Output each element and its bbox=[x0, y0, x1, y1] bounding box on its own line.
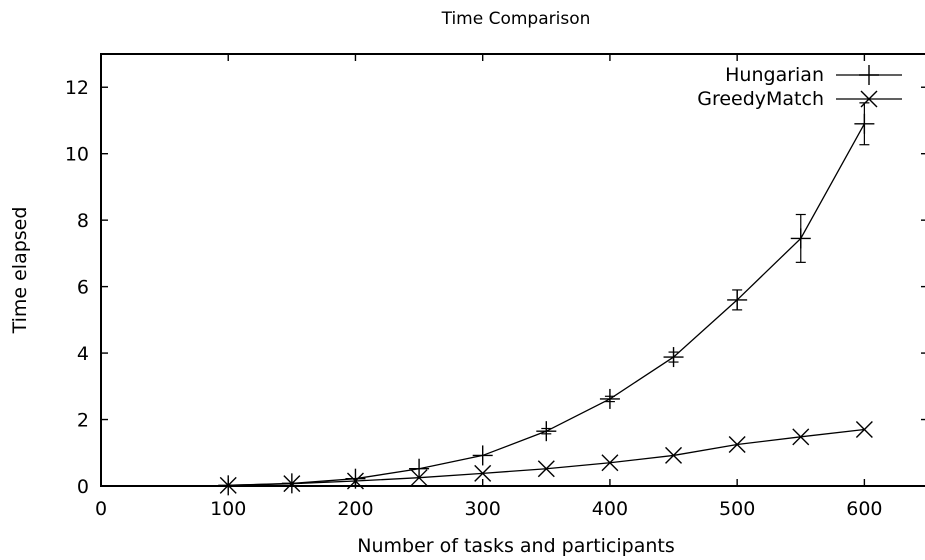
greedymatch-point bbox=[474, 464, 492, 482]
x-tick-label: 500 bbox=[719, 498, 755, 520]
y-axis-label: Time elapsed bbox=[9, 207, 31, 335]
y-tick-label: 12 bbox=[65, 77, 89, 99]
hungarian-series bbox=[218, 102, 875, 496]
greedymatch-point bbox=[601, 454, 619, 472]
plot-frame bbox=[100, 53, 925, 487]
y-tick-label: 6 bbox=[77, 277, 89, 299]
greedymatch-point bbox=[855, 421, 873, 439]
y-tick-label: 8 bbox=[77, 210, 89, 232]
series-layer bbox=[218, 102, 875, 496]
greedymatch-point bbox=[665, 446, 683, 464]
hungarian-legend-label: Hungarian bbox=[725, 64, 824, 86]
chart-title: Time Comparison bbox=[441, 9, 591, 29]
x-tick-label: 400 bbox=[592, 498, 628, 520]
greedymatch-point bbox=[283, 475, 301, 493]
axis-ticks: 0 100 200 300 400 500 600 0 2 4 6 8 10 12 bbox=[65, 54, 925, 520]
greedymatch-legend-label: GreedyMatch bbox=[697, 88, 824, 110]
greedymatch-point bbox=[860, 90, 878, 108]
x-tick-label: 0 bbox=[95, 498, 107, 520]
greedymatch-point bbox=[346, 472, 364, 490]
x-tick-label: 200 bbox=[337, 498, 373, 520]
greedymatch-point bbox=[792, 428, 810, 446]
y-tick-label: 0 bbox=[77, 476, 89, 498]
greedymatch-series bbox=[219, 421, 873, 494]
y-tick-label: 10 bbox=[65, 144, 89, 166]
y-tick-label: 2 bbox=[77, 410, 89, 432]
y-tick-label: 4 bbox=[77, 343, 89, 365]
x-tick-label: 600 bbox=[846, 498, 882, 520]
greedymatch-point bbox=[537, 460, 555, 478]
greedymatch-point bbox=[728, 435, 746, 453]
x-tick-label: 300 bbox=[465, 498, 501, 520]
x-tick-label: 100 bbox=[210, 498, 246, 520]
x-axis-label: Number of tasks and participants bbox=[357, 535, 675, 556]
greedymatch-point bbox=[410, 469, 428, 487]
greedymatch-point bbox=[219, 476, 237, 494]
